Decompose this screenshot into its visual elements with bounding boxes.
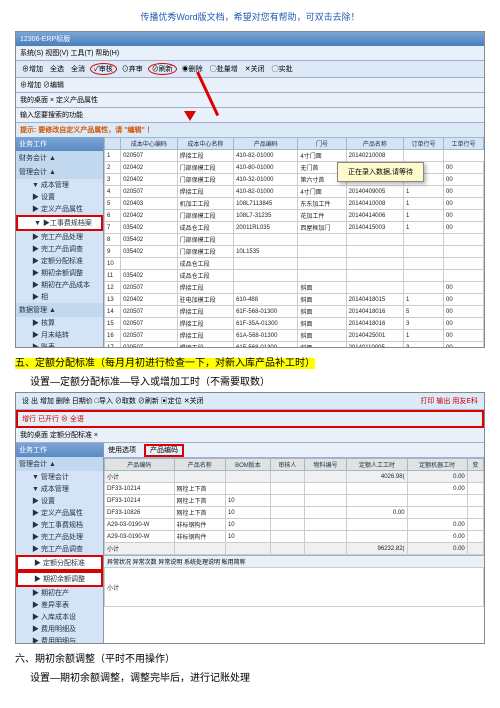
section-5-sub: 设置—定额分配标准—导入或增加工时（不需要取数） — [30, 373, 485, 388]
section-6-sub: 设置—期初余额调整，调整完毕后，进行记账处理 — [30, 669, 485, 684]
table-row[interactable]: 16020507焊接工段61A-568-01300斜面2014042500110… — [105, 330, 484, 342]
tree-item[interactable]: ▼ 管理会计 — [16, 471, 103, 483]
data-table-1: 成本中心编码成本中心名称产品编码门号产品名称订单行号工单行号 1020507焊接… — [104, 137, 484, 347]
table-row[interactable]: 13020402驻电加模工段610-488斜面20140418015100 — [105, 294, 484, 306]
table-row[interactable]: DF33-10214网栓上下首10 — [105, 495, 484, 507]
sidebar-2: 业务工作 管理会计 ▲ ▼ 管理会计▼ 成本管理▶ 设置▶ 定义产品属性▶ 完工… — [16, 443, 104, 643]
page-header: 传播优秀Word版文档，希望对您有帮助，可双击去除！ — [15, 10, 485, 23]
tree-item[interactable]: ▶ 完工产品调查 — [16, 543, 103, 555]
side-head-1: 业务工作 — [16, 137, 103, 151]
tree-item[interactable]: ▶ 期初余额调整 — [16, 267, 103, 279]
section-5-title: 五、定额分配标准（每月月初进行检查一下，对新入库产品补工时） — [15, 354, 485, 369]
table-row[interactable]: 8035402门部保模工段 — [105, 234, 484, 246]
tree-item[interactable]: ▼ 成本管理 — [16, 483, 103, 495]
search-tip[interactable]: 输入您要搜索的功能 — [16, 108, 484, 123]
option-row[interactable]: 使用选项 产品编码 — [104, 443, 484, 458]
orange-tip: 提示: 要修改自定义产品属性，请 "编辑" ！ — [16, 123, 484, 137]
loading-popup: 正在录入数据,请等待 — [337, 162, 424, 182]
tree-item[interactable]: ▶ 完工事费规档 — [16, 519, 103, 531]
tree-item[interactable]: ▶ 设置 — [16, 495, 103, 507]
tb-audit[interactable]: ✓审核 — [90, 63, 117, 75]
tb-unaudit[interactable]: ⊙弃审 — [120, 63, 145, 75]
table-row[interactable]: 小计96232.82(0.00 — [105, 543, 484, 555]
data-table-2: 产品编码产品名称BOM版本审核人物料编号定额人工工时定额机器工时变 小计4026… — [104, 458, 484, 555]
sec-data[interactable]: 数据管理 ▲ — [16, 303, 103, 317]
red-circled-row[interactable]: 增行 已开行 ⊗ 全语 — [16, 410, 484, 428]
tree-item[interactable]: ▶ 费用明细及 — [16, 623, 103, 635]
toolbar-1: ⊕增加 全选 全消 ✓审核 ⊙弃审 ⊘刷新 ◉删除 ◯批量增 ✕关闭 ◯实批 — [16, 61, 484, 78]
table-row[interactable]: 17020507焊接工段61F-568-01300斜面2014011000530… — [105, 342, 484, 348]
tree-item[interactable]: ▶ 定义产品属性 — [16, 203, 103, 215]
tree-item[interactable]: ▶ 费用明细与 — [16, 635, 103, 643]
tb-batch[interactable]: ◯批量增 — [208, 63, 240, 75]
tb-all[interactable]: 全选 — [48, 63, 66, 75]
table-row[interactable]: 14020507焊接工段61F-568-01300斜面2014041801650… — [105, 306, 484, 318]
tree-item[interactable]: ▶ 定额分配标准 — [16, 255, 103, 267]
section-6-title: 六、期初余额调整（平时不用操作） — [15, 650, 485, 665]
table-row[interactable]: 10成品仓工段 — [105, 258, 484, 270]
tb-refresh[interactable]: ⊘刷新 — [148, 63, 177, 75]
titlebar-1: 12306-ERP标版 — [16, 32, 484, 46]
tb-delete[interactable]: ◉删除 — [180, 63, 205, 75]
tree-item[interactable]: ▶ 完工产品调查 — [16, 243, 103, 255]
tree-item[interactable]: ▼ ▶工事费规档案 — [16, 215, 103, 231]
app-window-1: 12306-ERP标版 系统(S) 视图(V) 工具(T) 帮助(H) ⊕增加 … — [15, 31, 485, 348]
table-row[interactable]: DF33-10826网栓上下首100.00 — [105, 507, 484, 519]
table-row[interactable]: 2020402门部保模工段410-80-01000无门首201402100092… — [105, 162, 484, 174]
table-row[interactable]: 小计4026.98(0.00 — [105, 471, 484, 483]
tree-item[interactable]: ▶ 完工产品处理 — [16, 531, 103, 543]
sec-mgmt[interactable]: 管理会计 ▲ — [16, 165, 103, 179]
table-row[interactable]: DF33-10214网栓上下首0.00 — [105, 483, 484, 495]
tb-add[interactable]: ⊕增加 — [20, 63, 45, 75]
tree-item[interactable]: ▼ 成本管理 — [16, 179, 103, 191]
tree-item[interactable]: ▶ 设置 — [16, 191, 103, 203]
table-row[interactable]: 9035402门部保模工段10L1535 — [105, 246, 484, 258]
tree-item[interactable]: ▶ 差异率表 — [16, 599, 103, 611]
tb-close[interactable]: ✕关闭 — [243, 63, 267, 75]
menubar-1[interactable]: 系统(S) 视图(V) 工具(T) 帮助(H) — [16, 46, 484, 61]
login-row: ⊕增加 ⊘编辑 — [16, 78, 484, 93]
table-content-2: 使用选项 产品编码 产品编码产品名称BOM版本审核人物料编号定额人工工时定额机器… — [104, 443, 484, 643]
side-head-2: 业务工作 — [16, 443, 103, 457]
toolbar-2[interactable]: 设 出 增加 删除 日期价 □导入 ⊘取数 ⊘刷新 ▣定位 ✕关闭打印 输出 用… — [16, 393, 484, 410]
tree-item[interactable]: ▶ 期初在产 — [16, 587, 103, 599]
app-window-2: 设 出 增加 删除 日期价 □导入 ⊘取数 ⊘刷新 ▣定位 ✕关闭打印 输出 用… — [15, 392, 485, 644]
table-content-1: 成本中心编码成本中心名称产品编码门号产品名称订单行号工单行号 1020507焊接… — [104, 137, 484, 347]
tb-approve[interactable]: ◯实批 — [270, 63, 295, 75]
lower-tabs[interactable]: 异常状况 异常次数 异常说明 系统处理说明 帐用简称 — [104, 555, 484, 567]
table-row[interactable]: 11035402成品仓工段 — [105, 270, 484, 282]
tree-item[interactable]: ▶ 核算 — [16, 317, 103, 329]
tree-item[interactable]: ▶ 期初在产品成本 — [16, 279, 103, 291]
sidebar-1: 业务工作 财务会计 ▲ 管理会计 ▲ ▼ 成本管理▶ 设置▶ 定义产品属性▼ ▶… — [16, 137, 104, 347]
table-row[interactable]: 6020402门部保模工段108L7-31235花加工件201404140061… — [105, 210, 484, 222]
table-row[interactable]: 15020507焊接工段61F-35A-01300斜面2014041801630… — [105, 318, 484, 330]
table-row[interactable]: 4020507焊接工段410-82-010004寸门面2014040900510… — [105, 186, 484, 198]
tree-item[interactable]: ▶ 定额分配标准 — [16, 555, 103, 571]
tree-item[interactable]: ▶ 账表 — [16, 341, 103, 347]
empty-grid: 小计 — [105, 568, 484, 607]
table-row[interactable]: A29-03-0190-W非标钢构件100.00 — [105, 531, 484, 543]
tree-item[interactable]: ▶ 完工产品处理 — [16, 231, 103, 243]
breadcrumb-1[interactable]: 我的桌面 × 定义产品属性 — [16, 93, 484, 108]
table-row[interactable]: 7035402成品仓工段20011RL035西屋框加门2014041500310… — [105, 222, 484, 234]
tree-item[interactable]: ▶ 相 — [16, 291, 103, 303]
breadcrumb-2[interactable]: 我的桌面 定额分配标准 × — [16, 428, 484, 443]
tree-item[interactable]: ▶ 月末结转 — [16, 329, 103, 341]
tb-none[interactable]: 全消 — [69, 63, 87, 75]
tree-item[interactable]: ▶ 定义产品属性 — [16, 507, 103, 519]
table-row[interactable]: A29-03-0190-W非标钢构件100.00 — [105, 519, 484, 531]
tree-item[interactable]: ▶ 期初余额调整 — [16, 571, 103, 587]
table-row[interactable]: 1020507焊接工段410-82-010004寸门面20140210008 — [105, 150, 484, 162]
table-row[interactable]: 3020402门部保模工段410-32-01000第六寸首20140227001… — [105, 174, 484, 186]
sec-finance[interactable]: 财务会计 ▲ — [16, 151, 103, 165]
table-row[interactable]: 12020507焊接工段斜面00 — [105, 282, 484, 294]
sec2-mgmt[interactable]: 管理会计 ▲ — [16, 457, 103, 471]
tree-item[interactable]: ▶ 入库成本设 — [16, 611, 103, 623]
table-row[interactable]: 5020403机加工工段108L7113845东东加工件201404100081… — [105, 198, 484, 210]
